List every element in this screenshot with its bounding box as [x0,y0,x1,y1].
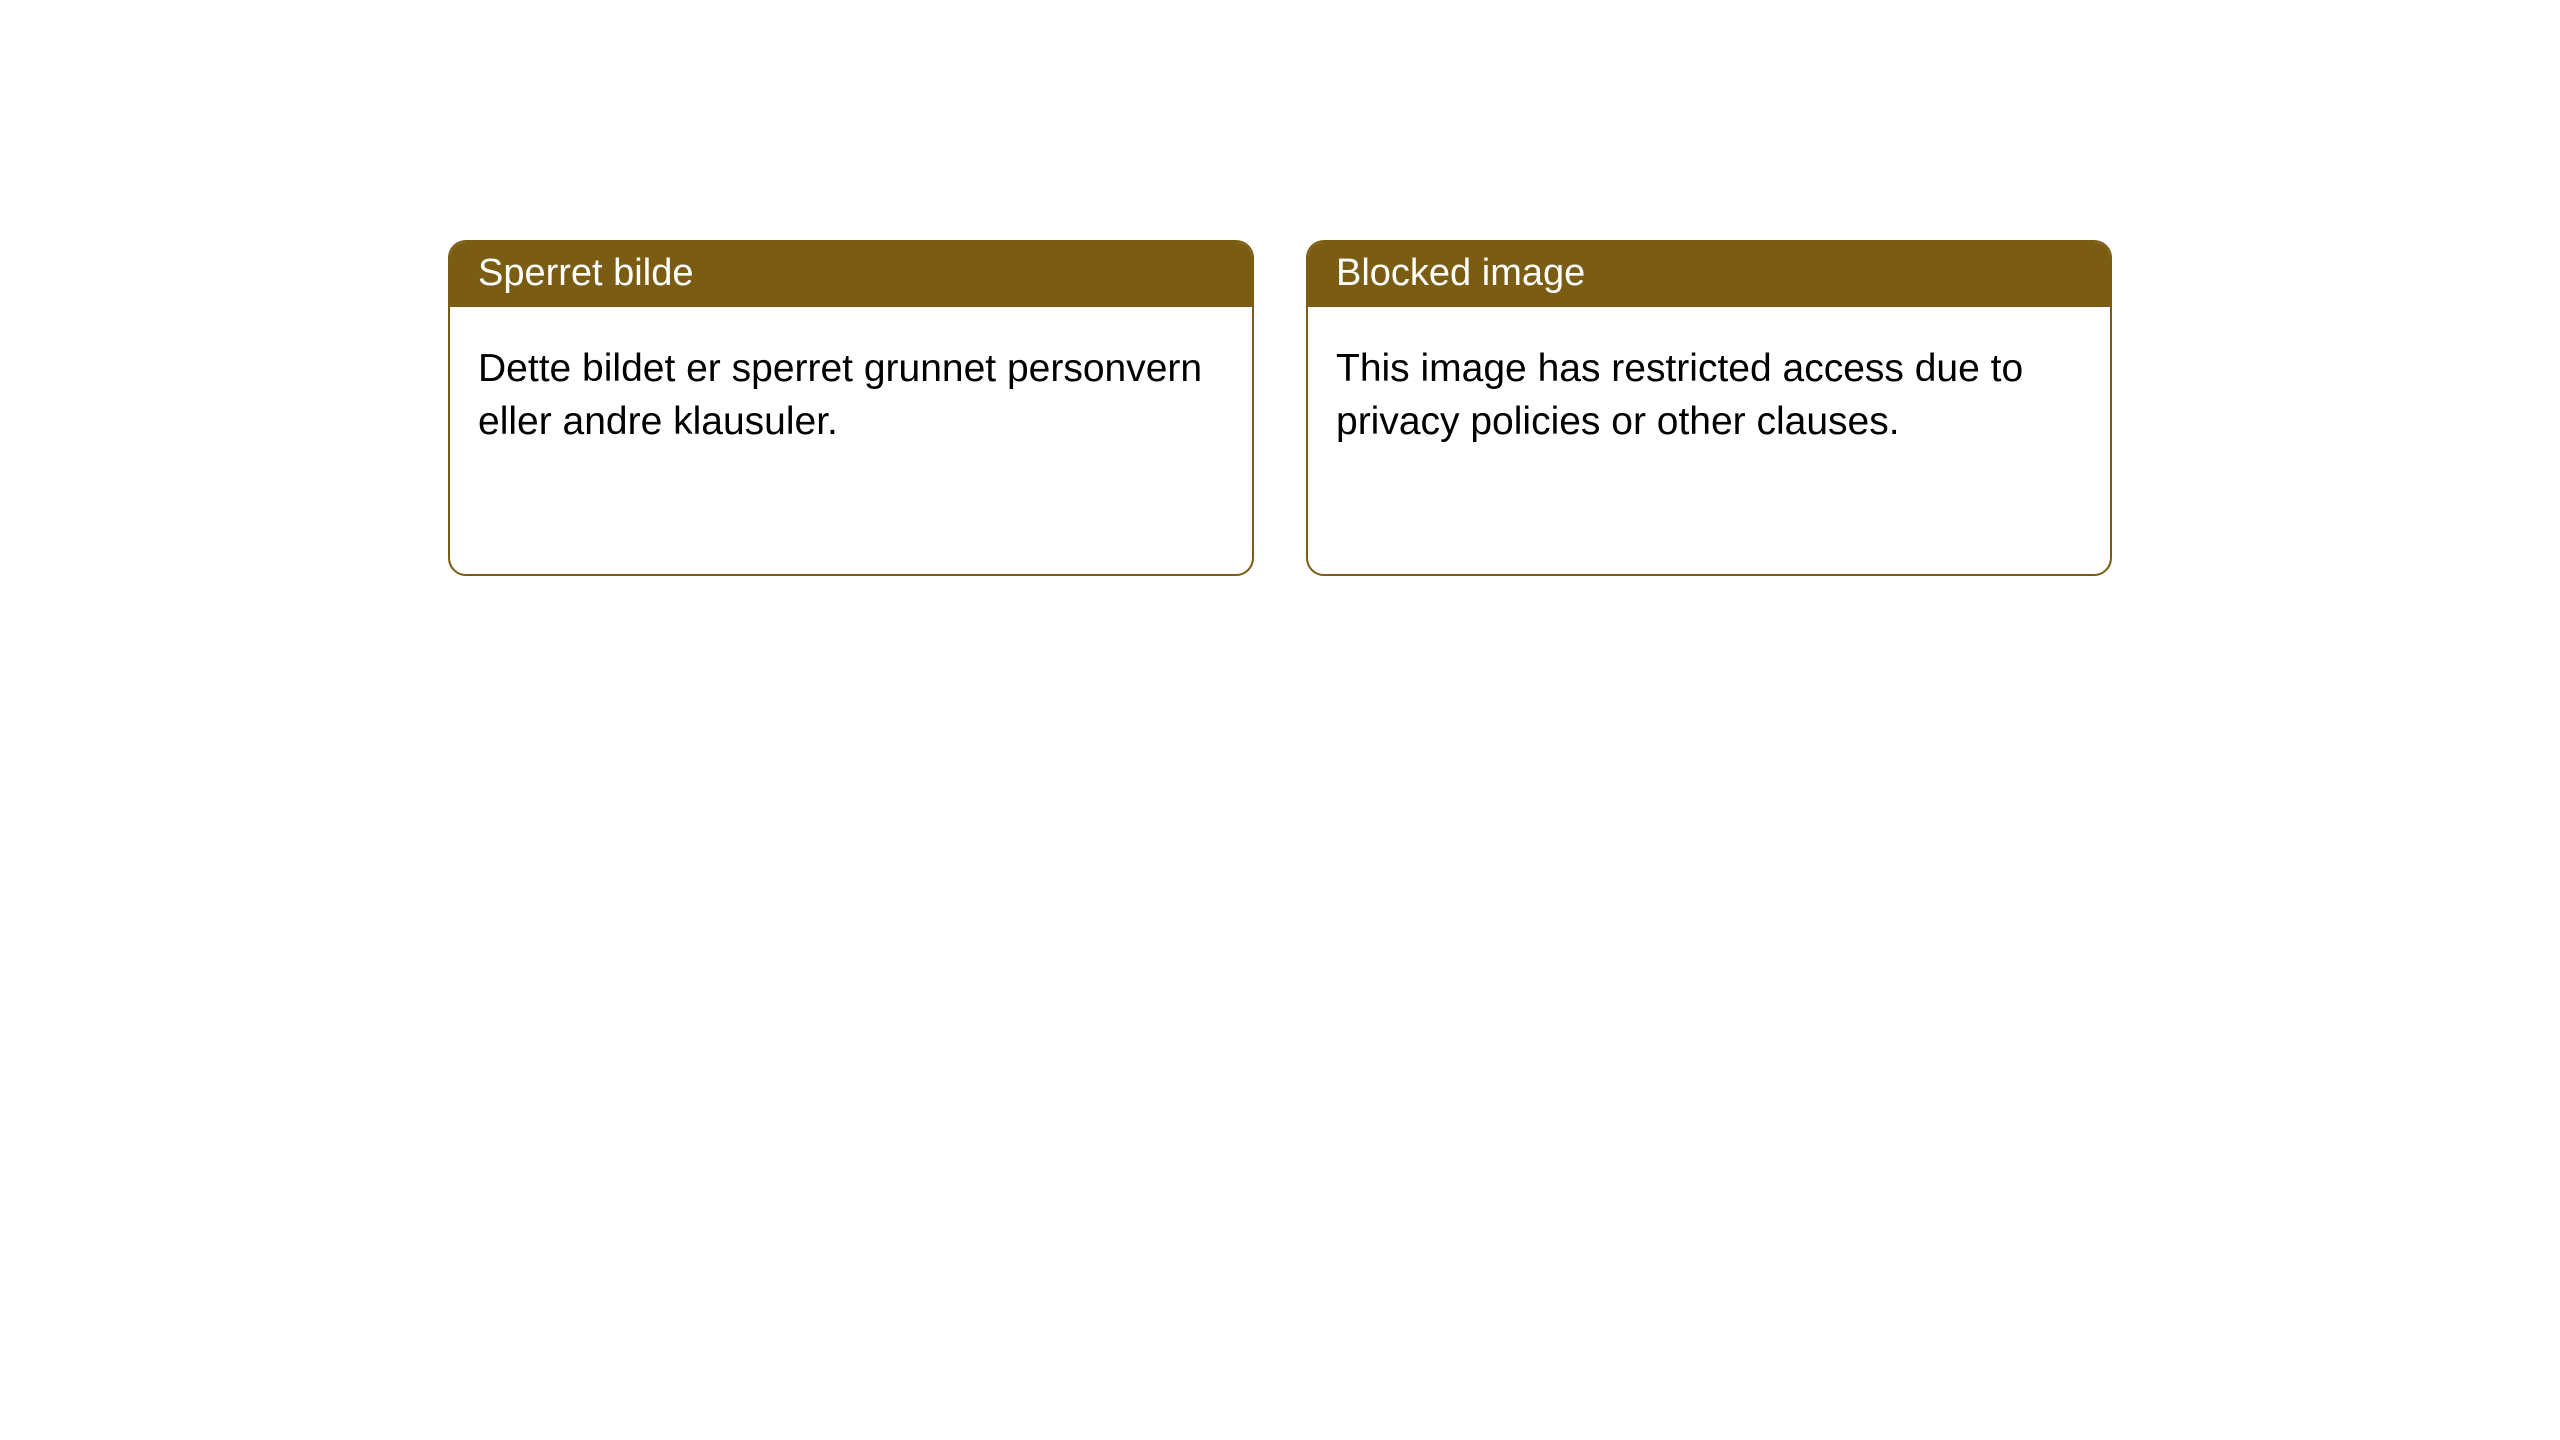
notice-message: This image has restricted access due to … [1336,347,2023,443]
notice-title: Sperret bilde [478,252,693,294]
notice-card-english: Blocked image This image has restricted … [1306,240,2112,576]
notice-title: Blocked image [1336,252,1585,294]
notice-header: Blocked image [1308,242,2110,307]
notice-message: Dette bildet er sperret grunnet personve… [478,347,1202,443]
notice-body: This image has restricted access due to … [1308,307,2110,484]
notice-header: Sperret bilde [450,242,1252,307]
notice-body: Dette bildet er sperret grunnet personve… [450,307,1252,484]
notice-card-norwegian: Sperret bilde Dette bildet er sperret gr… [448,240,1254,576]
notice-container: Sperret bilde Dette bildet er sperret gr… [0,0,2560,576]
